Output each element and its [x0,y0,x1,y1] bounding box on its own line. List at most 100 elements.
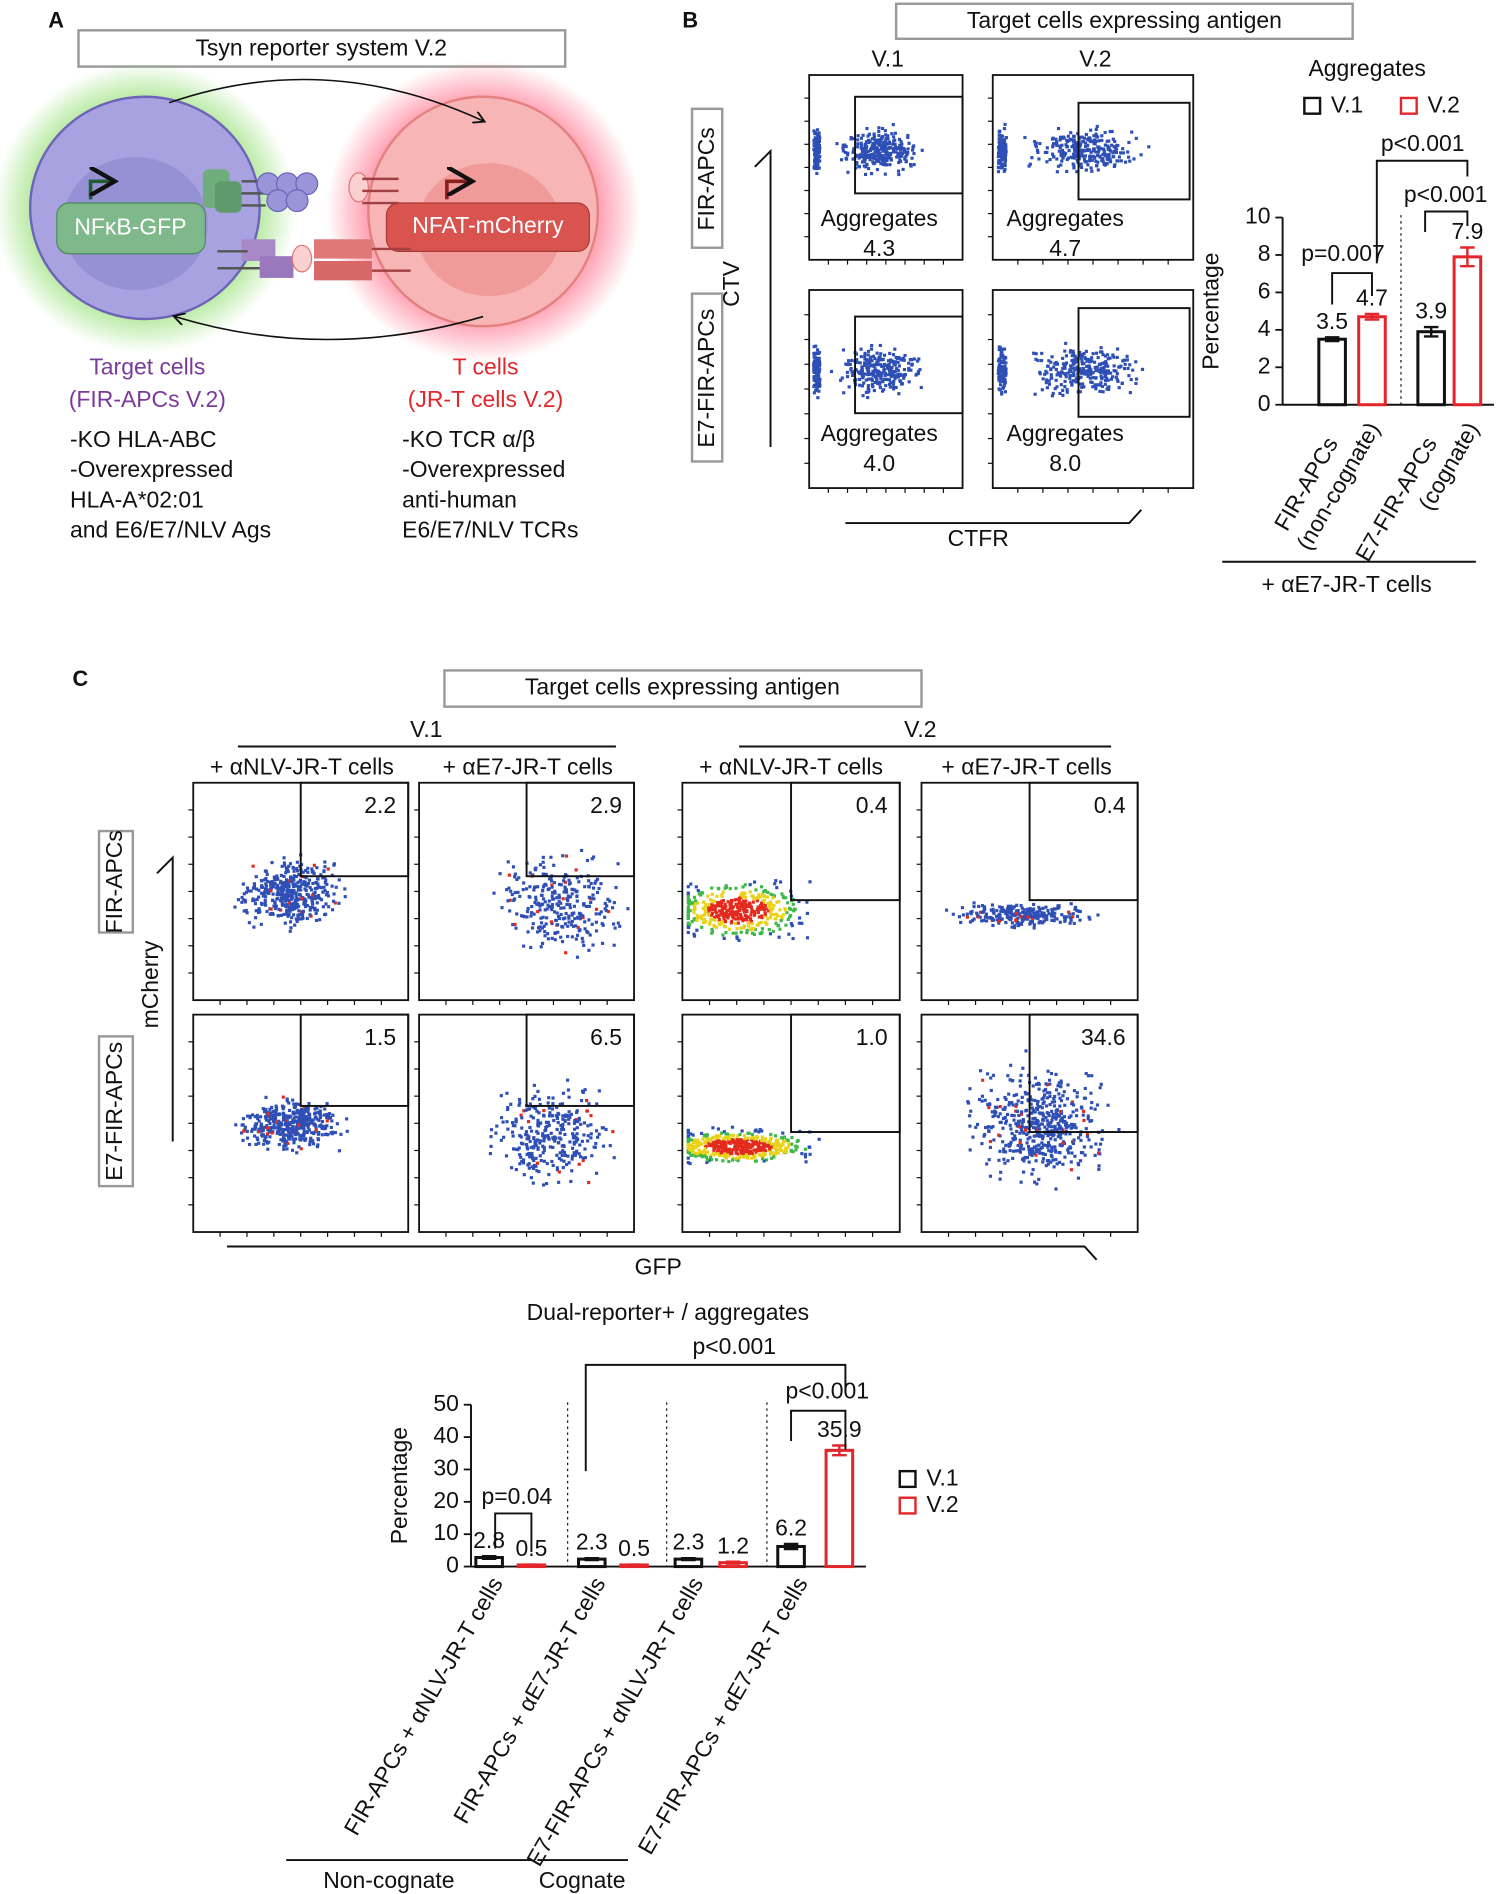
event-dot [285,1127,289,1131]
event-dot [1084,148,1088,153]
gate-value: 0.4 [856,792,888,818]
event-dot [1030,1106,1034,1110]
event-dot [534,1143,538,1148]
event-dot [263,869,267,873]
event-dot [539,1139,543,1143]
event-dot [527,895,531,899]
event-dot [281,889,285,893]
event-dot [1100,158,1104,163]
event-dot [1022,910,1026,915]
event-dot [525,915,529,919]
event-dot [904,159,908,163]
event-dot [691,1144,696,1148]
event-dot [272,875,276,879]
event-dot [313,907,317,912]
event-dot [280,1104,285,1108]
event-dot [855,162,859,166]
event-dot [268,880,272,884]
axis-arrow [754,148,772,447]
event-dot [265,872,269,876]
event-dot [581,940,585,944]
event-dot [290,879,294,883]
event-dot [724,1144,728,1148]
event-dot [1117,365,1121,369]
event-dot [1015,903,1019,907]
event-dot [868,158,872,162]
event-dot [573,888,577,892]
event-dot [884,153,888,157]
event-dot [909,164,913,168]
event-dot [283,921,287,925]
event-dot [884,162,888,166]
event-dot [590,857,594,861]
cell-note: HLA-A*02:01 [70,486,204,512]
event-dot [721,1159,725,1163]
event-dot [777,1147,781,1151]
event-dot [721,933,725,937]
event-dot [743,883,747,887]
event-dot [738,912,743,916]
event-dot [1120,381,1124,386]
event-dot [522,881,526,885]
event-dot [506,860,510,864]
event-dot [999,1120,1003,1124]
event-dot [528,871,532,875]
event-dot [553,1139,557,1143]
event-dot [269,886,273,890]
event-dot [768,932,773,936]
event-dot [1055,362,1059,366]
event-dot [1054,378,1058,382]
event-dot [875,371,879,375]
event-dot [884,143,888,147]
event-dot [1106,364,1110,368]
event-dot [889,358,893,362]
event-dot [774,1151,778,1155]
event-dot [686,1139,690,1143]
event-dot [1079,162,1083,166]
event-dot [688,1161,692,1166]
event-dot [732,916,736,920]
event-dot [1065,388,1069,392]
event-dot [1059,1127,1063,1131]
event-dot [591,886,596,890]
event-dot [517,876,521,880]
event-dot [313,1107,317,1111]
event-dot [288,876,293,880]
event-dot [1032,140,1037,144]
event-dot [1000,347,1004,352]
event-dot [739,915,743,919]
event-dot [759,1146,764,1150]
event-dot [295,1102,299,1106]
event-dot [1053,1148,1057,1152]
event-dot [998,129,1002,133]
event-dot [1057,1122,1061,1126]
event-dot [1096,160,1100,164]
event-dot [1127,374,1131,378]
event-dot [707,1141,711,1145]
event-dot [1036,150,1040,154]
event-dot [878,343,882,348]
event-dot [1058,144,1062,148]
event-dot [972,905,976,909]
event-dot [863,357,867,361]
event-dot [858,383,862,387]
event-dot [859,152,863,157]
event-dot [817,1137,821,1141]
event-dot [1095,124,1099,128]
event-dot [1147,145,1151,149]
event-dot [330,884,334,888]
event-dot [533,868,538,872]
event-dot [1115,159,1119,163]
event-dot [816,147,820,151]
event-dot [300,1109,304,1113]
event-dot [914,373,918,377]
event-dot [559,883,563,887]
event-dot [326,894,331,898]
event-dot [1002,373,1006,377]
event-dot [319,886,323,890]
event-dot [298,879,302,884]
event-dot [297,1115,302,1119]
event-dot [1070,1102,1074,1106]
event-dot [555,1168,560,1172]
event-dot [264,1139,268,1143]
